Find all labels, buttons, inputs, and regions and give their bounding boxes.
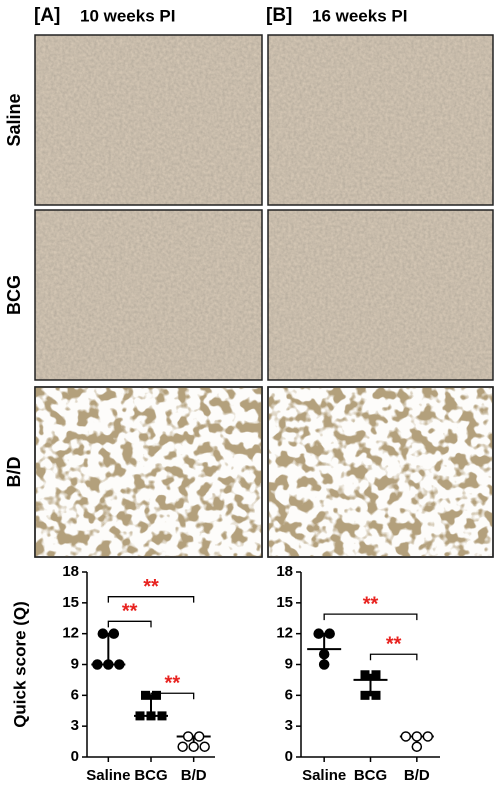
y-tick-label: 6 (285, 686, 293, 703)
row-label: Saline (4, 93, 24, 146)
point (177, 741, 188, 752)
point (422, 731, 434, 742)
micrograph (267, 209, 494, 381)
y-tick-label: 0 (71, 748, 79, 765)
significance-bracket (107, 596, 195, 603)
point (92, 659, 103, 670)
y-tick-label: 6 (71, 686, 79, 703)
point (318, 648, 330, 660)
x-tick-label: B/D (404, 767, 430, 784)
y-tick-label: 9 (71, 655, 79, 672)
y-tick-label: 12 (276, 625, 293, 642)
point (411, 741, 423, 752)
point (152, 690, 161, 700)
significance-label: ** (165, 673, 181, 695)
micrograph-texture (34, 386, 263, 558)
point (97, 628, 109, 639)
micrographs (34, 34, 494, 558)
point (114, 659, 125, 670)
point (360, 690, 370, 700)
significance-label: ** (386, 634, 402, 656)
micrograph (34, 34, 263, 206)
row-label: B/D (4, 457, 24, 488)
point (324, 628, 335, 639)
point (193, 731, 205, 742)
point (371, 690, 381, 700)
significance-label: ** (363, 593, 379, 615)
point (141, 690, 150, 700)
y-tick-label: 15 (62, 594, 79, 611)
point (400, 731, 412, 742)
panel-label: [B] (266, 5, 292, 26)
y-tick-label: 9 (285, 655, 293, 672)
point (318, 659, 330, 670)
significance-bracket (107, 620, 152, 628)
panel-title: 16 weeks PI (312, 6, 407, 25)
y-tick-label: 0 (285, 748, 293, 765)
panel-label: [A] (34, 5, 60, 26)
point (146, 711, 156, 721)
point (157, 711, 167, 721)
point (360, 670, 370, 680)
x-tick-label: B/D (181, 767, 207, 784)
x-tick-label: BCG (354, 767, 387, 784)
point (182, 731, 194, 742)
point (313, 628, 324, 639)
point (188, 741, 199, 752)
y-tick-label: 3 (71, 717, 79, 734)
y-tick-label: 18 (62, 563, 79, 580)
y-axis-label: Quick score (Q) (10, 601, 29, 728)
row-label: BCG (4, 275, 24, 315)
panel-title: 10 weeks PI (80, 6, 175, 25)
point (103, 659, 114, 670)
significance-bracket (150, 692, 195, 700)
y-tick-label: 15 (276, 594, 293, 611)
point (135, 711, 145, 721)
micrograph (267, 34, 494, 206)
x-tick-label: Saline (86, 767, 130, 784)
significance-bracket (369, 653, 418, 661)
significance-bracket (323, 613, 418, 621)
micrograph (34, 209, 263, 381)
point (199, 741, 210, 752)
y-tick-label: 18 (276, 563, 293, 580)
point (371, 670, 381, 680)
x-tick-label: Saline (302, 767, 346, 784)
significance-label: ** (122, 601, 138, 623)
point (108, 628, 120, 639)
y-tick-label: 3 (285, 717, 293, 734)
significance-label: ** (143, 576, 159, 598)
x-tick-label: BCG (134, 767, 167, 784)
micrograph-texture (267, 386, 494, 558)
point (411, 731, 423, 742)
y-tick-label: 12 (62, 625, 79, 642)
